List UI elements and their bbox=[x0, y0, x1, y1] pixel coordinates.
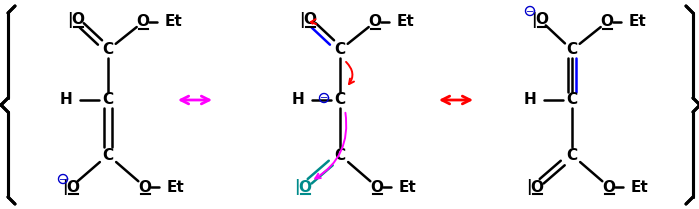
Text: Et: Et bbox=[629, 14, 647, 29]
Text: O: O bbox=[298, 180, 312, 195]
Text: O: O bbox=[603, 180, 616, 195]
Text: C: C bbox=[334, 42, 345, 57]
Text: C: C bbox=[103, 93, 113, 107]
Text: C: C bbox=[103, 148, 113, 163]
Text: H: H bbox=[59, 93, 73, 107]
Text: Et: Et bbox=[399, 180, 417, 195]
FancyArrowPatch shape bbox=[315, 113, 346, 178]
Text: |: | bbox=[67, 12, 73, 28]
Text: Et: Et bbox=[165, 14, 182, 29]
Text: −: − bbox=[59, 175, 67, 185]
Text: |: | bbox=[294, 179, 300, 195]
Text: H: H bbox=[524, 93, 536, 107]
Text: O: O bbox=[531, 180, 544, 195]
Text: O: O bbox=[71, 13, 85, 28]
Text: H: H bbox=[291, 93, 304, 107]
Text: O: O bbox=[368, 14, 382, 29]
Text: O: O bbox=[66, 180, 80, 195]
Text: O: O bbox=[138, 180, 152, 195]
Text: |: | bbox=[299, 12, 305, 28]
Text: O: O bbox=[370, 180, 384, 195]
Text: −: − bbox=[526, 6, 534, 17]
Text: |: | bbox=[526, 179, 532, 195]
Text: C: C bbox=[334, 93, 345, 107]
Text: C: C bbox=[334, 148, 345, 163]
Text: O: O bbox=[136, 14, 150, 29]
Text: C: C bbox=[566, 93, 577, 107]
Text: O: O bbox=[600, 14, 614, 29]
Text: C: C bbox=[566, 42, 577, 57]
Text: Et: Et bbox=[631, 180, 649, 195]
Text: |: | bbox=[531, 12, 537, 28]
Text: C: C bbox=[103, 42, 113, 57]
FancyArrowPatch shape bbox=[311, 19, 316, 24]
Text: O: O bbox=[535, 13, 549, 28]
Text: C: C bbox=[566, 148, 577, 163]
Text: Et: Et bbox=[397, 14, 415, 29]
Text: Et: Et bbox=[167, 180, 185, 195]
Text: −: − bbox=[320, 93, 328, 103]
FancyArrowPatch shape bbox=[346, 62, 354, 84]
Text: O: O bbox=[303, 13, 317, 28]
Text: |: | bbox=[62, 179, 68, 195]
